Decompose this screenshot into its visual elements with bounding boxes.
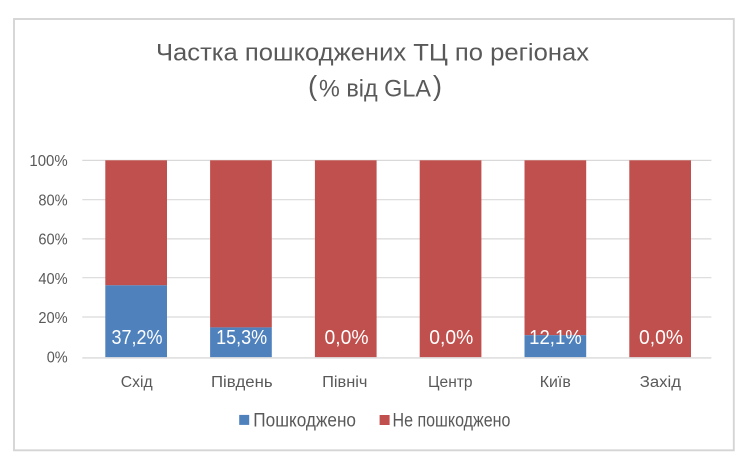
svg-text:100%: 100%: [29, 153, 68, 170]
svg-text:0,0%: 0,0%: [639, 326, 683, 349]
svg-text:15,3%: 15,3%: [216, 326, 267, 349]
svg-text:% від GLA: % від GLA: [319, 76, 432, 103]
svg-text:Південь: Південь: [211, 374, 273, 391]
svg-text:20%: 20%: [38, 310, 68, 327]
svg-text:0,0%: 0,0%: [325, 326, 369, 349]
svg-text:Пошкоджено: Пошкоджено: [253, 410, 356, 431]
svg-text:Київ: Київ: [540, 374, 571, 391]
svg-text:(: (: [308, 70, 317, 101]
svg-text:Частка пошкоджених ТЦ по регіо: Частка пошкоджених ТЦ по регіонах: [156, 39, 589, 66]
svg-text:12,1%: 12,1%: [529, 326, 582, 349]
svg-text:Північ: Північ: [322, 374, 367, 391]
svg-text:80%: 80%: [38, 192, 68, 209]
svg-text:Не пошкоджено: Не пошкоджено: [393, 410, 511, 431]
svg-text:0,0%: 0,0%: [429, 326, 473, 349]
svg-text:0%: 0%: [47, 349, 68, 366]
svg-text:Схід: Схід: [121, 374, 153, 391]
svg-text:Центр: Центр: [428, 374, 473, 391]
svg-text:60%: 60%: [38, 232, 68, 249]
svg-text:40%: 40%: [38, 271, 68, 288]
svg-text:Захід: Захід: [640, 374, 681, 391]
svg-text:): ): [433, 70, 442, 101]
svg-text:37,2%: 37,2%: [112, 326, 163, 349]
